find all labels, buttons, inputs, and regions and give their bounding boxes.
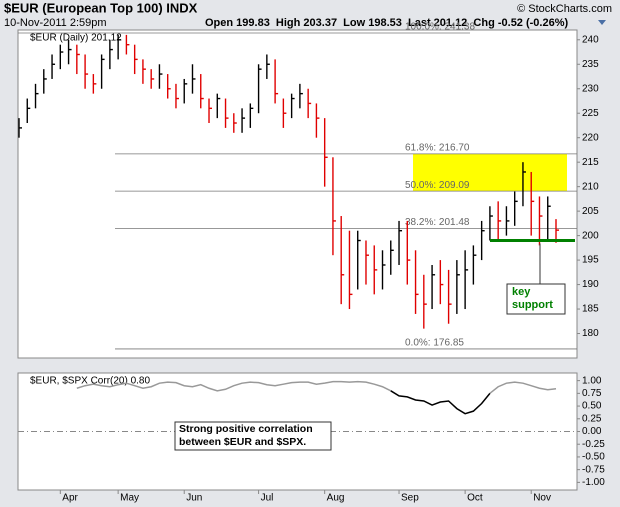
y-tick-label: 185	[582, 304, 599, 315]
y-tick-label: 0.25	[582, 413, 602, 424]
annotation-text: Strong positive correlation	[179, 423, 313, 435]
y-tick-label: 205	[582, 206, 599, 217]
x-tick-label: Oct	[467, 493, 483, 504]
y-tick-label: 240	[582, 34, 599, 45]
annotation-box	[174, 421, 332, 451]
y-tick-label: -0.25	[582, 439, 605, 450]
corr-line	[76, 380, 557, 394]
x-tick-label: Aug	[327, 493, 345, 504]
symbol: $EUR (European Top 100) INDX	[4, 0, 198, 15]
credit: © StockCharts.com	[517, 3, 612, 15]
annotation-text: between $EUR and $SPX.	[179, 436, 306, 448]
corr-line	[390, 390, 491, 415]
menu-arrow[interactable]	[598, 20, 606, 25]
corr-legend: $EUR, $SPX Corr(20) 0.80	[30, 376, 150, 387]
y-tick-label: 200	[582, 230, 599, 241]
y-tick-label: 215	[582, 157, 599, 168]
y-tick-label: 225	[582, 108, 599, 119]
y-tick-label: 230	[582, 83, 599, 94]
x-tick-label: Jul	[261, 493, 274, 504]
quote: Open 199.83 High 203.37 Low 198.53 Last …	[205, 17, 568, 29]
x-tick-label: Apr	[62, 493, 78, 504]
y-tick-label: 220	[582, 132, 599, 143]
y-tick-label: 0.75	[582, 388, 602, 399]
y-tick-label: 210	[582, 181, 599, 192]
price-panel	[17, 29, 578, 359]
highlight-zone	[413, 153, 567, 192]
level-label: 61.8%: 216.70	[405, 142, 470, 153]
y-tick-label: -1.00	[582, 477, 605, 488]
y-tick-label: -0.75	[582, 464, 605, 475]
x-tick-label: Jun	[186, 493, 202, 504]
x-tick-label: Nov	[533, 493, 551, 504]
y-tick-label: -0.50	[582, 452, 605, 463]
price-legend: $EUR (Daily) 201.12	[30, 33, 122, 44]
datetime: 10-Nov-2011 2:59pm	[4, 17, 107, 29]
y-tick-label: 195	[582, 255, 599, 266]
y-tick-label: 0.50	[582, 401, 602, 412]
y-tick-label: 0.00	[582, 426, 602, 437]
x-tick-label: Sep	[401, 493, 419, 504]
annotation-text: key	[512, 286, 531, 298]
annotation-box	[506, 283, 566, 315]
y-tick-label: 1.00	[582, 375, 602, 386]
y-tick-label: 190	[582, 279, 599, 290]
y-tick-label: 180	[582, 328, 599, 339]
annotation-text: support	[512, 299, 553, 311]
level-label: 50.0%: 209.09	[405, 180, 470, 191]
level-label: 100.0%: 241.38	[405, 22, 475, 33]
level-label: 0.0%: 176.85	[405, 338, 464, 349]
y-tick-label: 235	[582, 59, 599, 70]
x-tick-label: May	[120, 493, 139, 504]
level-label: 38.2%: 201.48	[405, 217, 470, 228]
